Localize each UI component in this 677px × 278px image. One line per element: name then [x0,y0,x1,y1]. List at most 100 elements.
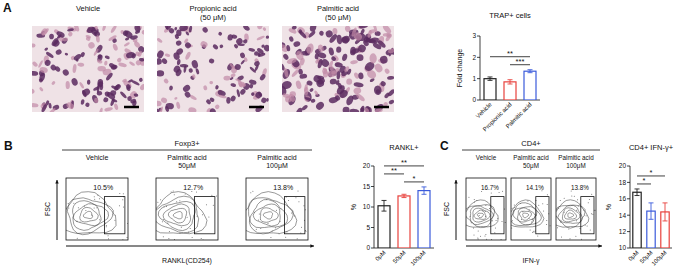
event-dot [581,226,582,227]
event-dot [521,219,522,220]
cell [73,53,83,62]
event-dot [546,224,547,225]
cell [358,26,368,29]
cell [208,58,214,64]
cell [288,27,297,34]
event-dot [301,227,302,228]
cell [358,72,364,79]
y-tick-label: 3 [472,32,476,39]
contour [168,208,186,223]
column-label: 100μM [266,162,288,170]
cell [256,35,265,41]
event-dot [589,199,590,200]
cell [188,106,197,112]
cell [380,80,387,87]
cell [236,89,240,97]
cell [212,43,219,50]
event-dot [546,220,547,221]
cell [157,58,162,66]
cell [44,47,49,52]
contour [250,200,288,228]
cell [340,36,350,45]
cell [214,104,220,110]
cell [329,65,335,71]
significance-label: * [413,174,416,183]
y-tick [371,166,374,167]
event-dot [478,231,479,232]
event-dot [216,196,217,197]
cell [119,91,127,100]
cell [87,41,96,50]
contour [66,192,116,234]
cell [355,92,366,102]
event-dot [190,228,191,229]
y-tick [627,248,630,249]
cell [161,57,169,65]
event-dot [560,220,561,221]
cell [79,81,85,89]
event-dot [162,221,163,222]
event-dot [192,237,193,238]
cell [266,98,269,102]
gate [284,197,304,234]
event-dot [270,237,271,238]
contour [473,208,490,222]
y-tick [477,57,480,58]
cell [317,44,324,53]
axis-arrow [456,180,457,240]
contour [80,207,98,222]
contour [156,196,199,233]
cell [253,60,260,67]
event-dot [89,232,90,233]
cell [50,37,59,47]
cell [132,100,138,107]
gate [536,197,549,234]
event-dot [482,210,483,211]
gate [104,197,124,234]
cell [242,82,250,91]
cell [73,26,80,32]
cell [295,80,302,90]
bar [418,191,430,248]
cell [163,78,170,85]
contour [246,192,297,234]
cell [182,84,192,93]
cell [174,97,178,100]
cell [97,66,106,72]
cell [38,60,44,69]
event-dot [494,232,495,233]
cell [289,91,296,97]
event-dot [512,220,513,221]
event-dot [473,227,474,228]
cell [110,26,118,34]
cell [259,73,267,81]
event-dot [530,230,531,231]
event-dot [260,228,261,229]
y-tick-label: 14 [619,212,627,219]
cell [218,94,227,98]
event-dot [280,208,281,209]
axis-label: FSC [443,202,450,216]
error-cap [402,197,407,198]
cell [314,90,319,96]
micrograph [157,26,269,112]
cell [229,95,236,103]
event-dot [514,204,515,205]
significance-label: * [650,168,653,177]
y-tick-label: 0 [472,96,476,103]
cell [250,92,255,97]
cell [137,50,142,57]
event-dot [97,195,98,196]
cell [350,46,357,55]
y-tick [627,166,630,167]
contour-plot [66,178,128,240]
cell [108,34,117,41]
error-cap [528,72,533,73]
event-dot [575,236,576,237]
bar [524,71,536,100]
event-dot [119,205,120,206]
cell [299,57,305,66]
cell [310,98,315,103]
gate [194,197,214,234]
error-bar [649,203,654,219]
